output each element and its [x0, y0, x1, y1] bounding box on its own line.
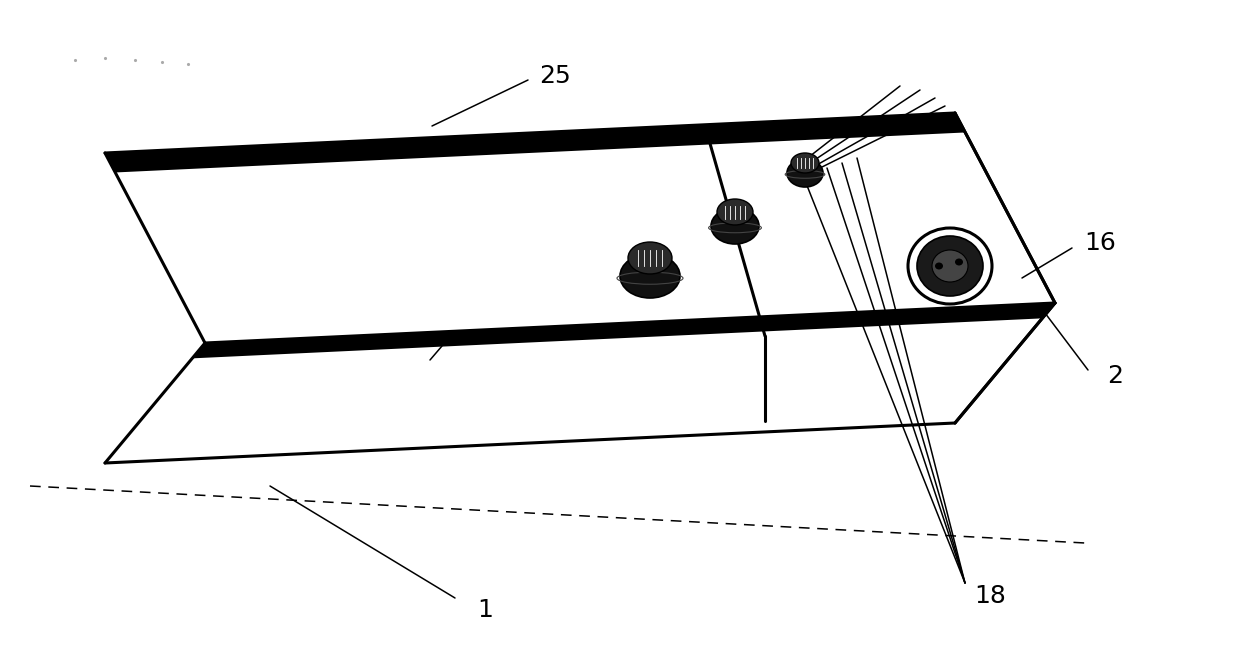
Polygon shape	[955, 113, 1054, 423]
Ellipse shape	[620, 254, 680, 298]
Ellipse shape	[908, 228, 992, 304]
Polygon shape	[105, 113, 965, 172]
Text: 2: 2	[1106, 364, 1123, 388]
Text: 16: 16	[1084, 231, 1116, 255]
Ellipse shape	[935, 262, 943, 270]
Ellipse shape	[628, 242, 672, 274]
Text: 18: 18	[974, 584, 1006, 608]
Polygon shape	[105, 113, 1054, 343]
Text: 25: 25	[539, 64, 571, 88]
Text: 1: 1	[477, 598, 493, 622]
Ellipse shape	[717, 199, 753, 225]
Ellipse shape	[917, 236, 983, 296]
Polygon shape	[192, 303, 1054, 358]
Ellipse shape	[787, 159, 823, 187]
Polygon shape	[105, 303, 1054, 463]
Ellipse shape	[932, 250, 968, 282]
Ellipse shape	[711, 208, 760, 244]
Ellipse shape	[790, 153, 819, 173]
Ellipse shape	[955, 259, 963, 266]
